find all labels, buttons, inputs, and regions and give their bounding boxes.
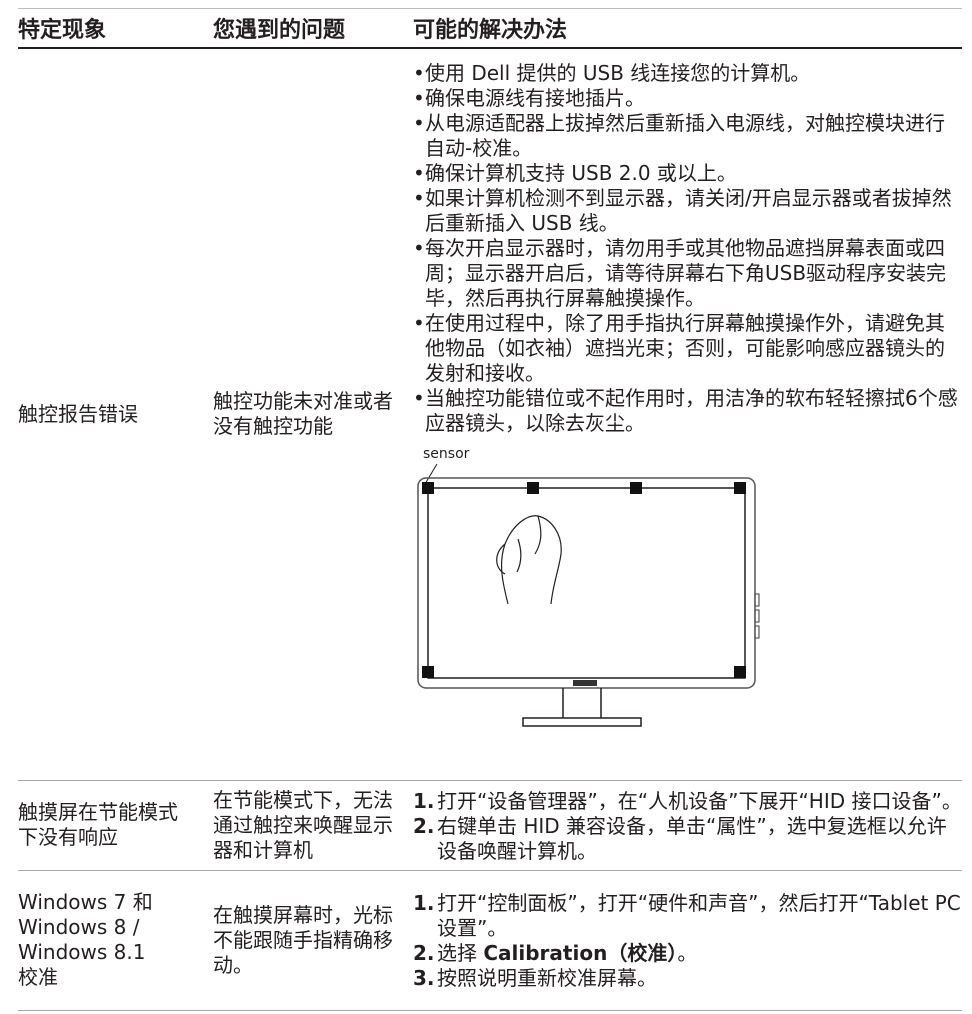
header-cell: 可能的解决办法 [413,8,962,49]
symptom-line: Windows 7 和 [18,890,153,914]
bullet: 每次开启显示器时，请勿用手或其他物品遮挡屏幕表面或四周；显示器开启后，请等待屏幕… [413,236,962,311]
step-number: 3. [413,966,435,990]
numbered-list: 1. 打开“控制面板”，打开“硬件和声音”，然后打开“Tablet PC设置”。 … [413,883,962,997]
step-text: 打开“设备管理器”，在“人机设备”下展开“HID 接口设备”。 [437,788,962,813]
header-cell: 您遇到的问题 [213,8,413,49]
numbered-list: 1. 打开“设备管理器”，在“人机设备”下展开“HID 接口设备”。 2. 右键单击… [413,781,962,870]
monitor-frame [417,477,756,689]
bullet: 当触控功能错位或不起作用时，用洁净的软布轻轻擦拭6个感应器镜头，以除去灰尘。 [413,386,962,436]
problem: 触控功能未对准或者没有触控功能 [213,48,413,781]
symptom-line: Windows 8.1 [18,940,146,964]
step-text: 打开“控制面板”，打开“硬件和声音”，然后打开“Tablet PC设置”。 [437,891,961,940]
step-text: 右键单击 HID 兼容设备，单击“属性”，选中复选框以允许设备唤醒计算机。 [437,813,947,863]
step-number: 2. [413,941,435,965]
step-bold: Calibration（校准） [483,941,678,965]
table-header: 特定现象 您遇到的问题 可能的解决办法 [18,8,962,49]
bullet-list: 使用 Dell 提供的 USB 线连接您的计算机。 确保电源线有接地插片。 从电… [413,49,962,436]
solutions: 1. 打开“设备管理器”，在“人机设备”下展开“HID 接口设备”。 2. 右键单击… [413,780,962,871]
step-text: 按照说明重新校准屏幕。 [437,966,657,990]
problem: 在触摸屏幕时，光标不能跟随手指精确移动。 [213,870,413,1011]
solutions: 1. 打开“控制面板”，打开“硬件和声音”，然后打开“Tablet PC设置”。 … [413,870,962,1011]
hand-cloth [496,515,562,605]
row: 触控报告错误 触控功能未对准或者没有触控功能 使用 Dell 提供的 USB 线… [18,48,962,781]
row: Windows 7 和 Windows 8 / Windows 8.1 校准 在… [18,870,962,1011]
step: 3. 按照说明重新校准屏幕。 [413,966,962,991]
bullet: 在使用过程中，除了用手指执行屏幕触摸操作外，请避免其他物品（如衣袖）遮挡光束；否… [413,311,962,386]
step: 1. 打开“控制面板”，打开“硬件和声音”，然后打开“Tablet PC设置”。 [413,891,962,941]
bullet: 确保计算机支持 USB 2.0 或以上。 [413,161,962,186]
bullet: 确保电源线有接地插片。 [413,86,962,111]
step: 2. 右键单击 HID 兼容设备，单击“属性”，选中复选框以允许设备唤醒计算机。 [413,814,962,864]
header-cell: 特定现象 [18,8,213,49]
problem: 在节能模式下，无法通过触控来唤醒显示器和计算机 [213,780,413,871]
sensor-label: sensor [423,446,470,462]
troubleshooting-table: 特定现象 您遇到的问题 可能的解决办法 触控报告错误 触控功能未对准或者没有触控… [18,8,962,1011]
header-row: 特定现象 您遇到的问题 可能的解决办法 [18,8,962,49]
bullet: 从电源适配器上拔掉然后重新插入电源线，对触控模块进行自动-校准。 [413,111,962,161]
stand [522,688,642,727]
row: 触摸屏在节能模式下没有响应 在节能模式下，无法通过触控来唤醒显示器和计算机 1.… [18,780,962,871]
side-buttons [754,593,760,639]
step-number: 2. [413,813,435,838]
logo [573,680,597,686]
step-text: 选择 [437,941,484,965]
step-number: 1. [413,891,435,915]
step: 1. 打开“设备管理器”，在“人机设备”下展开“HID 接口设备”。 [413,789,962,814]
bullet: 使用 Dell 提供的 USB 线连接您的计算机。 [413,61,962,86]
step: 2. 选择 Calibration（校准）。 [413,941,962,966]
step-text: 。 [677,941,698,965]
pointer [424,463,438,485]
symptom: 触控报告错误 [18,48,213,781]
symptom: 触摸屏在节能模式下没有响应 [18,780,213,871]
monitor-figure: sensor [417,446,760,727]
step-number: 1. [413,788,435,813]
sensors [422,482,746,678]
symptom: Windows 7 和 Windows 8 / Windows 8.1 校准 [18,870,213,1011]
solutions: 使用 Dell 提供的 USB 线连接您的计算机。 确保电源线有接地插片。 从电… [413,48,962,781]
symptom-line: Windows 8 / [18,915,140,939]
bullet: 如果计算机检测不到显示器，请关闭/开启显示器或者拔掉然后重新插入 USB 线。 [413,186,962,236]
screen [427,487,746,679]
symptom-line: 校准 [18,965,58,989]
